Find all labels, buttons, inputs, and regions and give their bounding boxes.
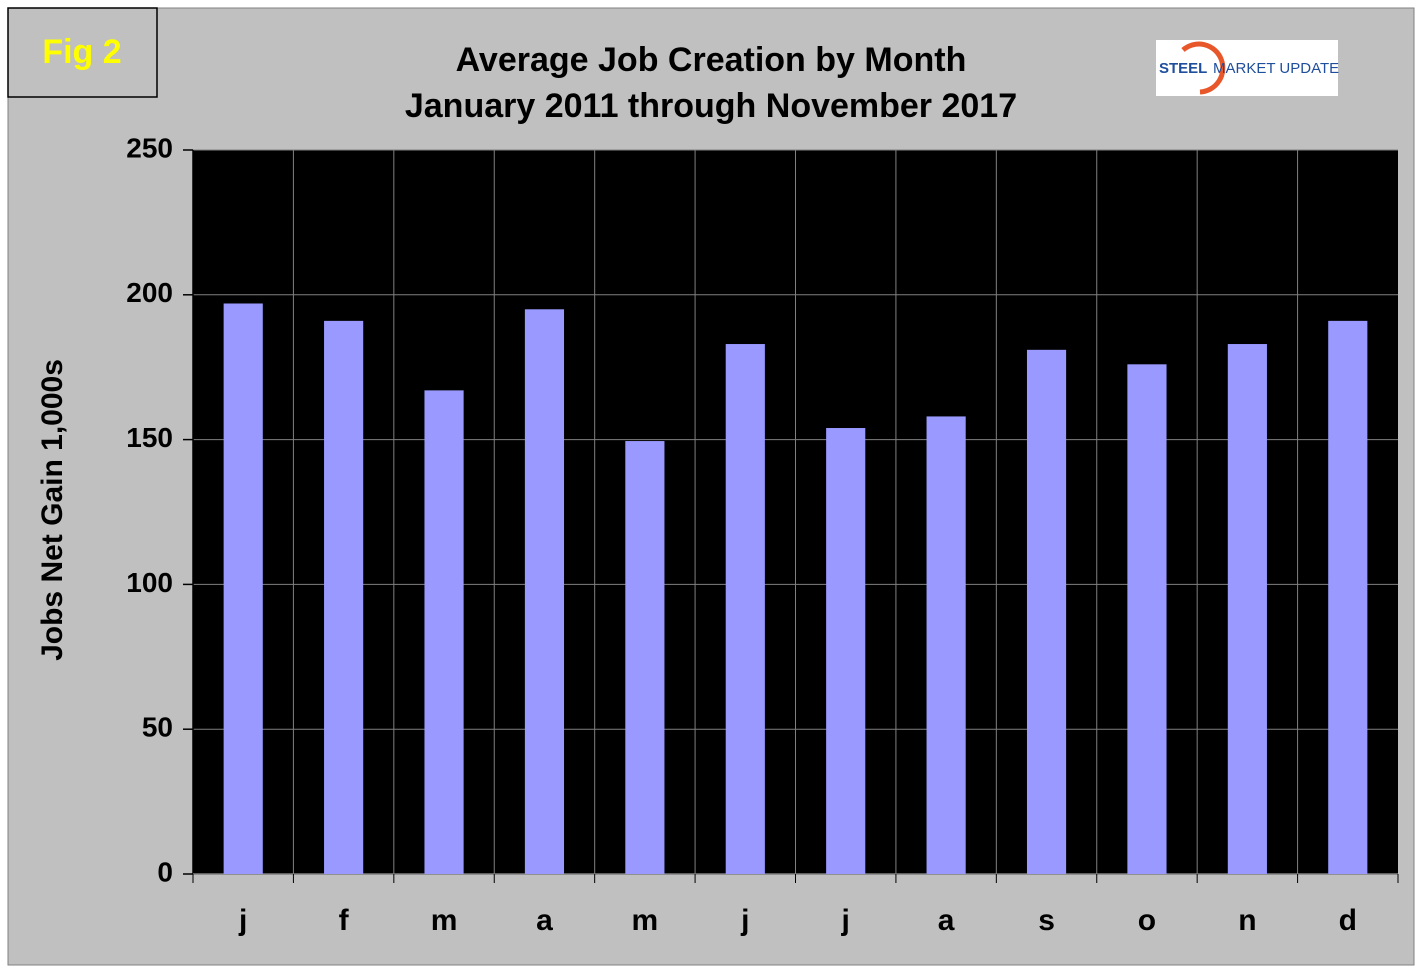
bar	[1227, 344, 1267, 875]
y-tick-label: 100	[126, 567, 173, 598]
logo-light: MARKET UPDATE	[1213, 60, 1339, 77]
x-tick-label: j	[740, 904, 749, 937]
bar	[223, 303, 263, 874]
bar	[1328, 320, 1368, 874]
x-tick-label: m	[632, 904, 659, 937]
x-tick-label: o	[1138, 904, 1156, 937]
x-tick-label: f	[339, 904, 350, 937]
figure-label: Fig 2	[42, 33, 121, 71]
x-tick-label: d	[1339, 904, 1357, 937]
bar	[1026, 349, 1067, 875]
bar	[926, 416, 966, 874]
chart-title: Average Job Creation by Month	[456, 41, 967, 79]
y-axis-label: Jobs Net Gain 1,000s	[36, 359, 69, 661]
chart-subtitle: January 2011 through November 2017	[405, 87, 1017, 125]
y-tick-label: 150	[126, 422, 173, 453]
x-tick-label: a	[536, 904, 553, 937]
y-tick-label: 200	[126, 277, 173, 308]
x-tick-label: n	[1238, 904, 1256, 937]
y-tick-label: 250	[126, 132, 173, 163]
logo-arc	[1181, 41, 1226, 95]
bar	[1127, 364, 1167, 874]
x-tick-label: a	[938, 904, 955, 937]
y-tick-label: 0	[157, 856, 173, 887]
figure-label-box	[7, 7, 158, 98]
bar	[524, 309, 565, 874]
y-tick-label: 50	[142, 712, 173, 743]
logo-strong: STEEL	[1159, 60, 1207, 77]
x-tick-label: j	[238, 904, 247, 937]
x-tick-label: j	[841, 904, 850, 937]
bar	[725, 344, 765, 875]
bar	[424, 390, 464, 874]
bar	[324, 320, 364, 874]
bar	[625, 441, 665, 874]
x-tick-label: s	[1038, 904, 1055, 937]
bar	[826, 428, 866, 874]
x-tick-label: m	[431, 904, 458, 937]
